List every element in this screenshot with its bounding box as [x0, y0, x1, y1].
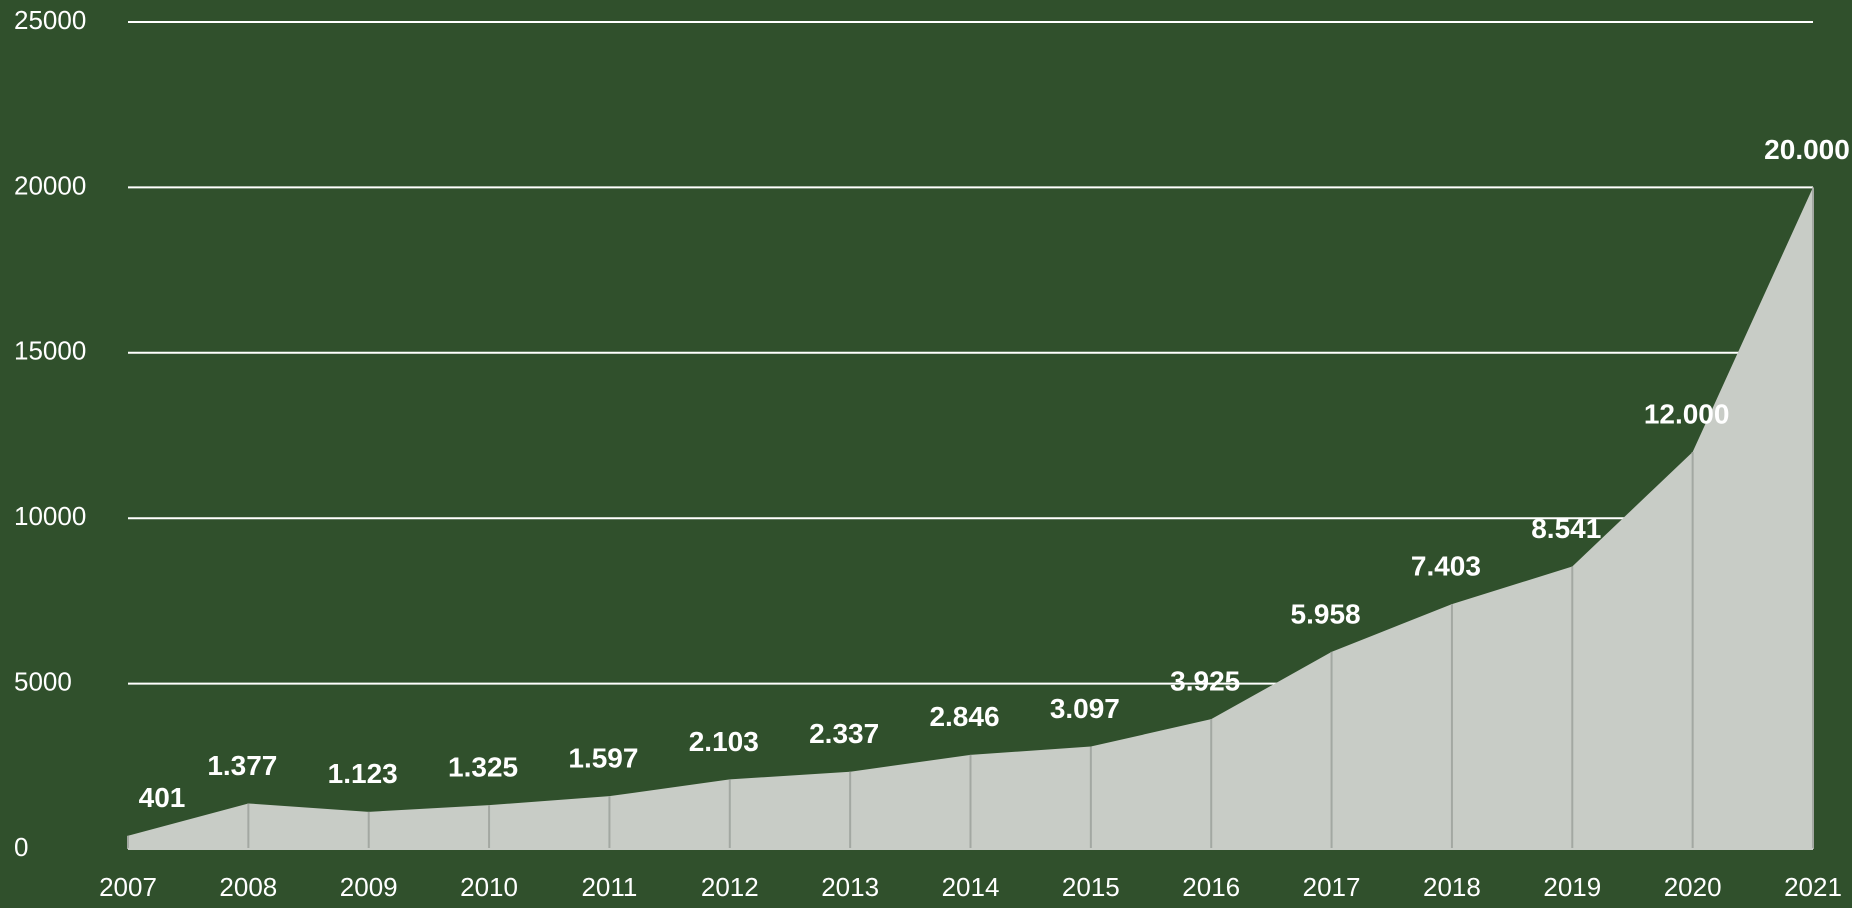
- x-tick-label: 2016: [1182, 872, 1240, 902]
- x-tick-label: 2007: [99, 872, 157, 902]
- x-tick-label: 2019: [1543, 872, 1601, 902]
- x-tick-label: 2021: [1784, 872, 1842, 902]
- data-label: 5.958: [1291, 598, 1361, 629]
- data-label: 1.597: [568, 743, 638, 774]
- y-tick-label: 5000: [14, 666, 72, 696]
- x-tick-label: 2008: [219, 872, 277, 902]
- y-tick-label: 15000: [14, 336, 86, 366]
- y-tick-label: 10000: [14, 501, 86, 531]
- data-label: 401: [139, 782, 186, 813]
- x-tick-label: 2015: [1062, 872, 1120, 902]
- data-label: 3.097: [1050, 693, 1120, 724]
- data-label: 2.103: [689, 726, 759, 757]
- data-label: 12.000: [1644, 398, 1730, 429]
- x-tick-label: 2009: [340, 872, 398, 902]
- data-label: 8.541: [1531, 513, 1601, 544]
- y-tick-label: 25000: [14, 5, 86, 35]
- x-tick-label: 2014: [942, 872, 1000, 902]
- y-tick-label: 0: [14, 832, 28, 862]
- area: [128, 187, 1813, 849]
- y-tick-label: 20000: [14, 170, 86, 200]
- data-label: 1.377: [207, 750, 277, 781]
- x-tick-label: 2010: [460, 872, 518, 902]
- data-label: 3.925: [1170, 666, 1240, 697]
- x-tick-label: 2020: [1664, 872, 1722, 902]
- data-label: 1.123: [328, 758, 398, 789]
- x-tick-label: 2018: [1423, 872, 1481, 902]
- x-tick-label: 2011: [581, 872, 637, 902]
- x-tick-label: 2012: [701, 872, 759, 902]
- data-label: 7.403: [1411, 550, 1481, 581]
- x-tick-label: 2013: [821, 872, 879, 902]
- data-label: 2.846: [929, 701, 999, 732]
- data-label: 2.337: [809, 718, 879, 749]
- x-tick-label: 2017: [1303, 872, 1361, 902]
- data-label: 1.325: [448, 752, 518, 783]
- data-label: 20.000: [1764, 134, 1850, 165]
